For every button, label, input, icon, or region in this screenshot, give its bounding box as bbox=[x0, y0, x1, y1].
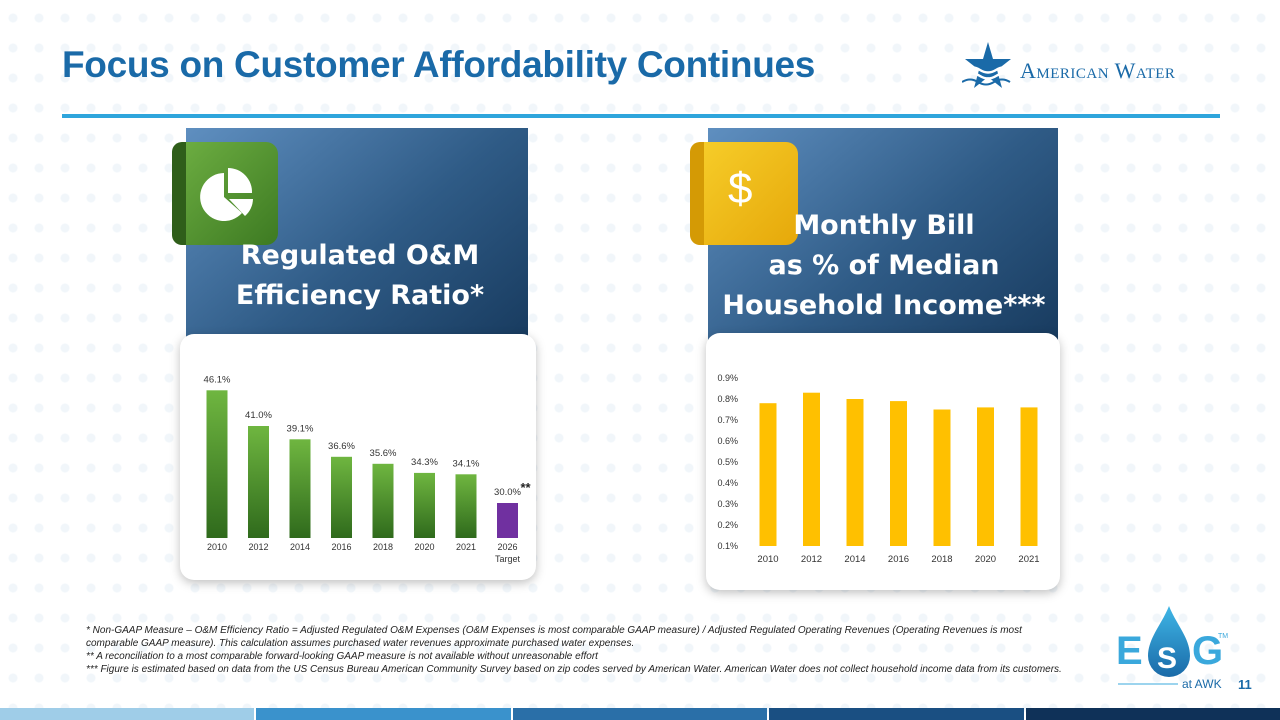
x-tick-sublabel: Target bbox=[495, 554, 521, 564]
y-tick-label: 0.9% bbox=[717, 373, 738, 383]
data-label: 36.6% bbox=[328, 441, 355, 452]
esg-letter-e: E bbox=[1116, 629, 1143, 673]
y-tick-label: 0.5% bbox=[717, 457, 738, 467]
esg-subtitle: at AWK bbox=[1182, 677, 1222, 691]
efficiency-icon-tile bbox=[172, 142, 278, 245]
bill-icon-tile bbox=[690, 142, 798, 245]
y-tick-label: 0.2% bbox=[717, 520, 738, 530]
y-tick-label: 0.6% bbox=[717, 436, 738, 446]
x-tick-label: 2016 bbox=[331, 542, 351, 552]
pie-chart-icon bbox=[200, 167, 253, 221]
footnote-1: * Non-GAAP Measure – O&M Efficiency Rati… bbox=[86, 625, 1022, 649]
data-label: 34.1% bbox=[453, 458, 480, 469]
page-title: Focus on Customer Affordability Continue… bbox=[62, 44, 816, 85]
bottom-color-bar bbox=[0, 708, 1280, 720]
y-tick-label: 0.8% bbox=[717, 394, 738, 404]
bar-2021 bbox=[455, 474, 477, 538]
highlight-annotation: ** bbox=[521, 480, 532, 495]
bottom-bar-segment bbox=[769, 708, 1024, 720]
bar-2018 bbox=[372, 463, 394, 538]
bar-2018 bbox=[933, 409, 951, 546]
y-tick-label: 0.4% bbox=[717, 478, 738, 488]
esg-tm: TM bbox=[1218, 633, 1228, 640]
esg-letter-s: S bbox=[1157, 642, 1177, 675]
y-tick-label: 0.3% bbox=[717, 499, 738, 509]
x-tick-label: 2010 bbox=[757, 554, 778, 565]
bill-chart-card: 0.1% 0.2% 0.3% 0.4% 0.5% 0.6% 0.7% 0.8% 0.9% 2010… bbox=[706, 333, 1060, 590]
bar-2012 bbox=[803, 392, 820, 546]
x-tick-label: 2018 bbox=[931, 554, 952, 565]
y-tick-label: 0.7% bbox=[717, 415, 738, 425]
bar-2010 bbox=[759, 403, 777, 546]
page-number: 11 bbox=[1238, 677, 1252, 692]
water-drop-icon bbox=[1148, 606, 1190, 677]
bar-2012 bbox=[248, 426, 269, 538]
x-tick-label: 2018 bbox=[373, 542, 393, 552]
bar-2020 bbox=[977, 407, 994, 546]
x-tick-label: 2020 bbox=[975, 554, 996, 565]
x-tick-label: 2021 bbox=[1018, 554, 1039, 565]
footnotes: * Non-GAAP Measure – O&M Efficiency Rati… bbox=[86, 624, 1076, 676]
footnote-2: ** A reconciliation to a most comparable… bbox=[86, 651, 598, 662]
bar-2016 bbox=[331, 456, 352, 538]
x-tick-label: 2014 bbox=[290, 542, 310, 552]
data-label: 30.0% bbox=[494, 487, 521, 498]
esg-letter-g: G bbox=[1192, 629, 1223, 673]
data-label: 39.1% bbox=[287, 423, 314, 434]
x-tick-label: 2010 bbox=[207, 542, 227, 552]
bar-2020 bbox=[414, 472, 435, 538]
star-wave-icon bbox=[962, 42, 1013, 88]
data-label: 46.1% bbox=[204, 374, 231, 385]
esg-logo: E S G TM at AWK bbox=[1116, 606, 1228, 691]
bar-2016 bbox=[890, 401, 907, 546]
efficiency-chart-card: 46.1% 2010 41.0% 2012 39.1% 2014 36.6% 2016 35.6… bbox=[180, 334, 536, 580]
bottom-bar-segment bbox=[0, 708, 255, 720]
title-divider bbox=[62, 114, 1220, 118]
data-label: 34.3% bbox=[411, 457, 438, 468]
data-label: 35.6% bbox=[370, 448, 397, 459]
bottom-bar-segment bbox=[1025, 708, 1280, 720]
x-tick-label: 2026 bbox=[497, 542, 517, 552]
bar-2021 bbox=[1020, 407, 1038, 546]
efficiency-chart: 46.1% 2010 41.0% 2012 39.1% 2014 36.6% 2016 35.6… bbox=[204, 374, 532, 564]
y-tick-label: 0.1% bbox=[717, 541, 738, 551]
x-tick-label: 2016 bbox=[888, 554, 909, 565]
bar-2026 bbox=[497, 503, 518, 538]
data-label: 41.0% bbox=[245, 410, 272, 421]
x-tick-label: 2014 bbox=[844, 554, 865, 565]
x-tick-label: 2020 bbox=[414, 542, 434, 552]
bar-2010 bbox=[206, 390, 228, 538]
x-tick-label: 2012 bbox=[248, 542, 268, 552]
american-water-logo bbox=[962, 42, 1013, 88]
footnote-3: *** Figure is estimated based on data fr… bbox=[86, 664, 1062, 675]
efficiency-panel-title: Regulated O&M Efficiency Ratio* bbox=[235, 240, 485, 311]
x-tick-label: 2012 bbox=[801, 554, 822, 565]
bottom-bar-segment bbox=[256, 708, 511, 720]
bill-panel-title: Monthly Bill as % of Median Household In… bbox=[722, 210, 1046, 321]
bar-2014 bbox=[846, 399, 864, 546]
logo-text: American Water bbox=[1020, 58, 1176, 83]
bottom-bar-segment bbox=[512, 708, 768, 720]
dollar-icon: $ bbox=[728, 164, 753, 213]
x-tick-label: 2021 bbox=[456, 542, 476, 552]
bill-chart: 0.1% 0.2% 0.3% 0.4% 0.5% 0.6% 0.7% 0.8% 0.9% 2010… bbox=[717, 373, 1039, 565]
bar-2014 bbox=[289, 439, 311, 538]
